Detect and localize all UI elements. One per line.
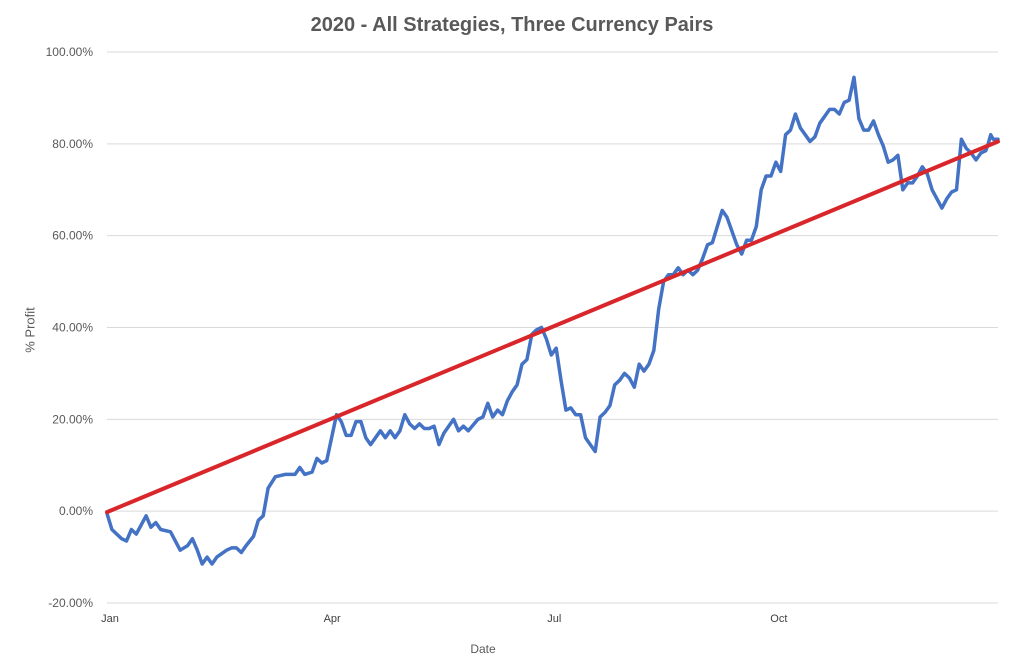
x-tick-label: Oct (770, 613, 787, 625)
y-tick-label: 20.00% (52, 412, 93, 426)
x-tick-label: Apr (324, 613, 341, 625)
x-axis-label: Date (470, 642, 496, 656)
y-tick-label: -20.00% (48, 596, 93, 610)
chart-title: 2020 - All Strategies, Three Currency Pa… (310, 14, 714, 36)
y-tick-label: 40.00% (52, 321, 93, 335)
x-tick-label: Jan (101, 613, 119, 625)
y-tick-label: 60.00% (52, 229, 93, 243)
y-tick-label: 80.00% (52, 137, 93, 151)
trend-line (105, 139, 1000, 515)
profit-line (105, 75, 1000, 566)
y-tick-label: 100.00% (46, 45, 94, 59)
y-tick-label: 0.00% (59, 504, 93, 518)
x-tick-label: Jul (547, 613, 561, 625)
